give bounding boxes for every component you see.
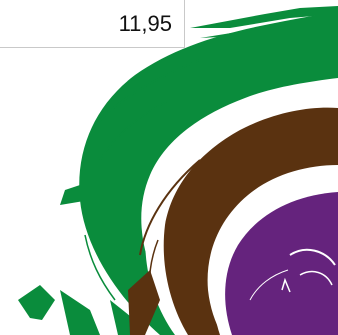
brown-swirl-band bbox=[128, 107, 338, 335]
purple-swirl-core bbox=[225, 192, 338, 335]
green-swirl-band bbox=[18, 6, 338, 335]
value-text: 11,95 bbox=[118, 10, 172, 36]
value-display: 11,95 bbox=[0, 0, 185, 48]
